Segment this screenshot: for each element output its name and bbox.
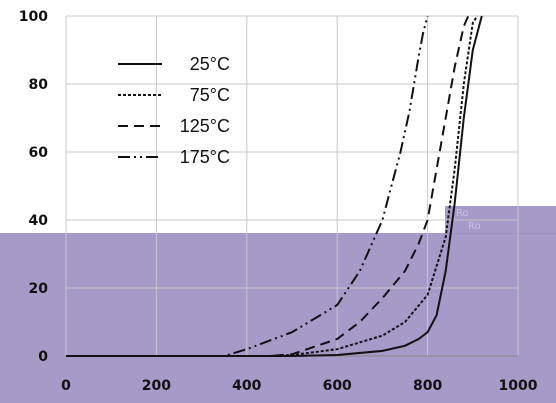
highlight-region-main [0, 233, 556, 403]
x-tick-label-4: 800 [413, 378, 442, 394]
legend-label-1: 75°C [190, 85, 230, 105]
series-group [66, 15, 483, 357]
legend-label-0: 25°C [190, 54, 230, 74]
x-tick-label-0: 0 [61, 378, 71, 394]
y-tick-labels: 0 20 40 60 80 100 [19, 9, 48, 365]
y-tick-label-4: 80 [29, 77, 49, 93]
overlay-label-2: Ro [468, 221, 481, 232]
legend: 25°C 75°C 125°C 175°C [118, 54, 230, 167]
y-tick-label-2: 40 [29, 213, 49, 229]
series-line-0 [66, 15, 483, 357]
x-tick-label-1: 200 [142, 378, 171, 394]
y-tick-label-5: 100 [19, 9, 48, 25]
series-line-2 [66, 15, 470, 357]
y-tick-label-3: 60 [29, 145, 49, 161]
grid [65, 15, 519, 357]
series-line-1 [66, 15, 479, 357]
x-tick-labels: 0 200 400 600 800 1000 [61, 378, 538, 394]
x-tick-label-2: 400 [232, 378, 261, 394]
overlay-label-1: Ro [456, 208, 469, 219]
highlight-overlay: Ro Ro [0, 206, 556, 403]
x-tick-label-5: 1000 [499, 378, 538, 394]
x-tick-label-3: 600 [323, 378, 352, 394]
y-tick-label-0: 0 [38, 349, 48, 365]
legend-label-2: 125°C [180, 116, 230, 136]
legend-label-3: 175°C [180, 147, 230, 167]
y-tick-label-1: 20 [29, 281, 49, 297]
